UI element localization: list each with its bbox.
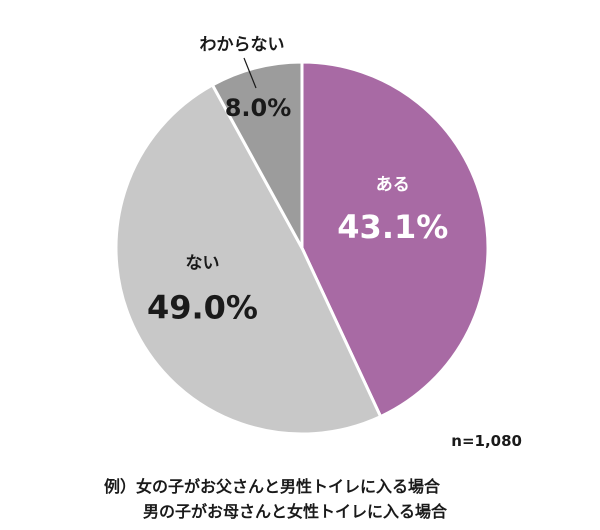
value-label-aru: 43.1% <box>337 208 448 246</box>
slice-wakaranai <box>210 60 304 249</box>
pie-slices <box>114 60 490 436</box>
leader-line-unknown <box>243 57 257 89</box>
category-label-wakaranai: わからない <box>200 35 285 55</box>
category-label-nai: ない <box>185 253 219 273</box>
slice-nai <box>114 82 383 436</box>
category-label-aru: ある <box>376 175 410 195</box>
slice-aru <box>300 60 490 419</box>
value-label-wakaranai: 8.0% <box>225 94 292 122</box>
example-note-line-2: 男の子がお母さんと女性トイレに入る場合 <box>143 502 448 521</box>
example-note-line-1: 例）女の子がお父さんと男性トイレに入る場合 <box>104 477 441 496</box>
value-label-nai: 49.0% <box>147 288 258 326</box>
sample-size: n=1,080 <box>451 432 522 450</box>
pie-labels: 43.1% ある 49.0% ない 8.0% わからない <box>147 35 448 326</box>
example-note: 例）女の子がお父さんと男性トイレに入る場合男の子がお母さんと女性トイレに入る場合 <box>104 474 447 524</box>
